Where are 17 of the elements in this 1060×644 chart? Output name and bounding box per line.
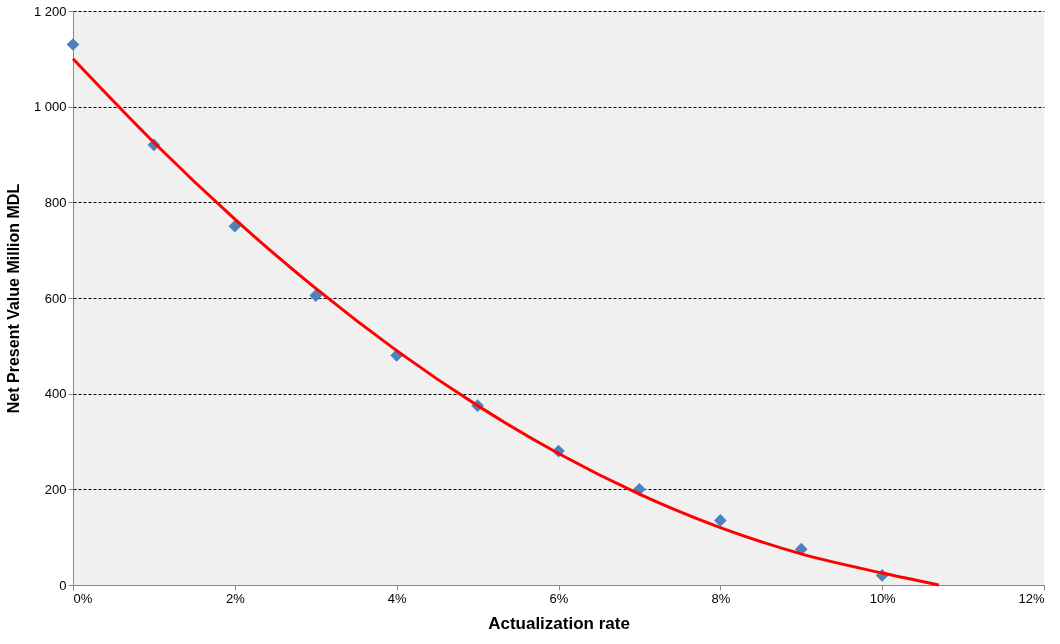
- x-tick-label: 6%: [549, 590, 569, 606]
- y-tick-label: 1 000: [33, 99, 67, 115]
- y-tick-label: 1 200: [33, 3, 67, 19]
- x-tick-label: 10%: [869, 590, 897, 606]
- x-tick-label: 0%: [73, 590, 93, 606]
- y-tick-label: 0: [59, 577, 67, 593]
- y-tick-label: 200: [44, 481, 67, 497]
- x-tick-label: 12%: [1018, 590, 1045, 606]
- x-axis-title: Actualization rate: [488, 613, 630, 633]
- y-tick-label: 400: [44, 386, 67, 402]
- y-tick-label: 600: [44, 290, 67, 306]
- x-tick-label: 2%: [225, 590, 246, 606]
- x-tick-label: 8%: [711, 590, 731, 606]
- line-series: [71, 57, 941, 587]
- y-axis-title: Net Present Value Million MDL: [4, 183, 22, 414]
- y-tick-label: 800: [44, 194, 67, 210]
- x-tick-label: 4%: [387, 590, 407, 606]
